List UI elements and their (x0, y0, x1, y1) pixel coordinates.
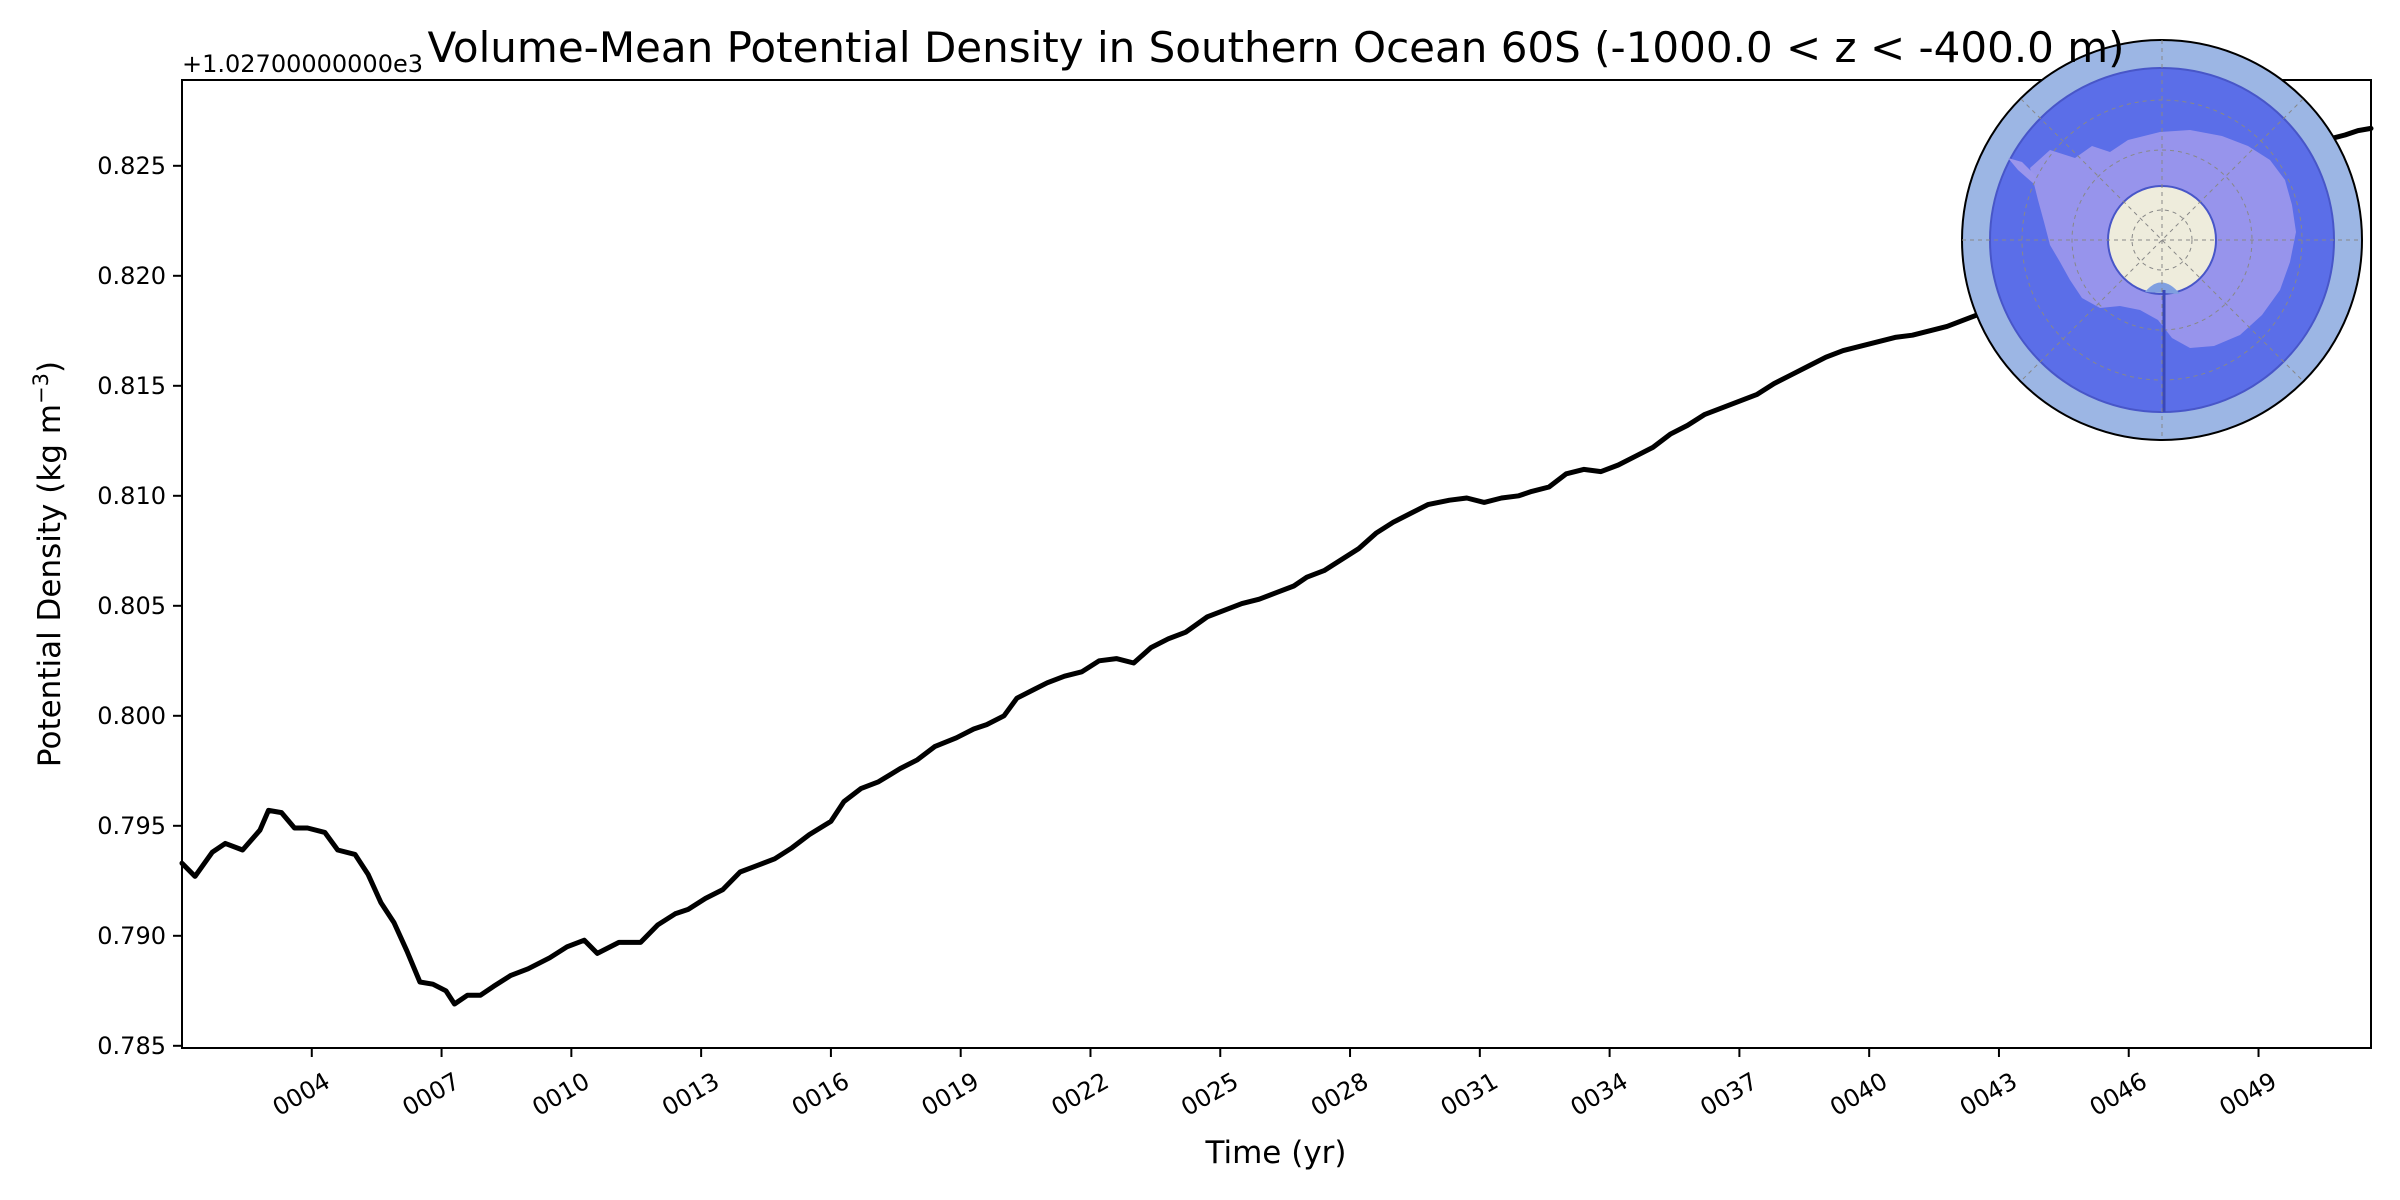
y-axis-label-suffix: ) (32, 361, 68, 373)
y-tick-label: 0.815 (97, 372, 166, 400)
y-tick-label: 0.795 (97, 812, 166, 840)
y-axis-label-exponent: −3 (29, 373, 53, 404)
y-tick-label: 0.820 (97, 262, 166, 290)
map-graticule (1962, 40, 2362, 440)
southern-ocean-region-map (1961, 39, 2363, 441)
axes-frame (181, 79, 2372, 1049)
y-axis-ticks: 0.785 0.790 0.795 0.800 0.805 0.810 0.815 0.820… (97, 152, 182, 1060)
antarctic-peninsula-shape (2008, 158, 2036, 184)
y-tick-label: 0.810 (97, 482, 166, 510)
y-tick-label: 0.805 (97, 592, 166, 620)
y-tick-label: 0.825 (97, 152, 166, 180)
chart-title: Volume-Mean Potential Density in Souther… (427, 23, 2124, 72)
y-tick-label: 0.800 (97, 702, 166, 730)
y-axis-label: Potential Density (kg m−3) (29, 361, 68, 767)
y-tick-label: 0.790 (97, 922, 166, 950)
y-axis-label-main: Potential Density (kg m (32, 404, 68, 767)
y-tick-label: 0.785 (97, 1032, 166, 1060)
x-axis-label: Time (yr) (1205, 1135, 1347, 1171)
y-axis-offset-text: +1.02700000000e3 (182, 50, 423, 78)
